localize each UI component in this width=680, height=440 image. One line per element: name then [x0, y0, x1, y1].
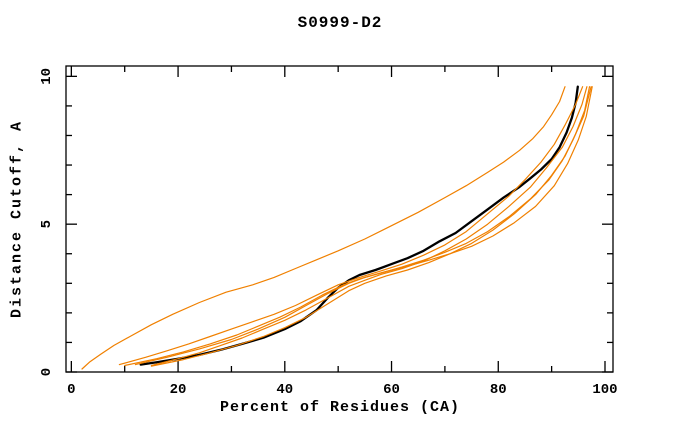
series-line-alt-model-5 — [124, 86, 592, 367]
series-line-main-model — [139, 85, 579, 366]
series-line-alt-model-3 — [150, 86, 588, 367]
series-line-alt-model-2 — [118, 86, 584, 366]
chart-title: S0999-D2 — [297, 14, 383, 32]
x-axis-label: Percent of Residues (CA) — [219, 399, 461, 416]
x-tick-label: 80 — [490, 382, 507, 398]
series-line-alt-model-6 — [134, 86, 593, 366]
y-axis-label: Distance Cutoff, A — [8, 119, 26, 319]
x-tick-label: 0 — [67, 382, 75, 398]
series-line-alt-model-4 — [150, 86, 591, 367]
x-tick-label: 20 — [170, 382, 187, 398]
y-tick-label: 5 — [39, 220, 55, 228]
x-tick-label: 40 — [276, 382, 293, 398]
y-tick-label: 10 — [39, 68, 55, 85]
plot-frame — [65, 65, 614, 373]
y-tick-label: 0 — [39, 368, 55, 376]
x-tick-label: 60 — [383, 382, 400, 398]
x-tick-label: 100 — [592, 382, 617, 398]
series-line-alt-model-1 — [81, 86, 566, 370]
